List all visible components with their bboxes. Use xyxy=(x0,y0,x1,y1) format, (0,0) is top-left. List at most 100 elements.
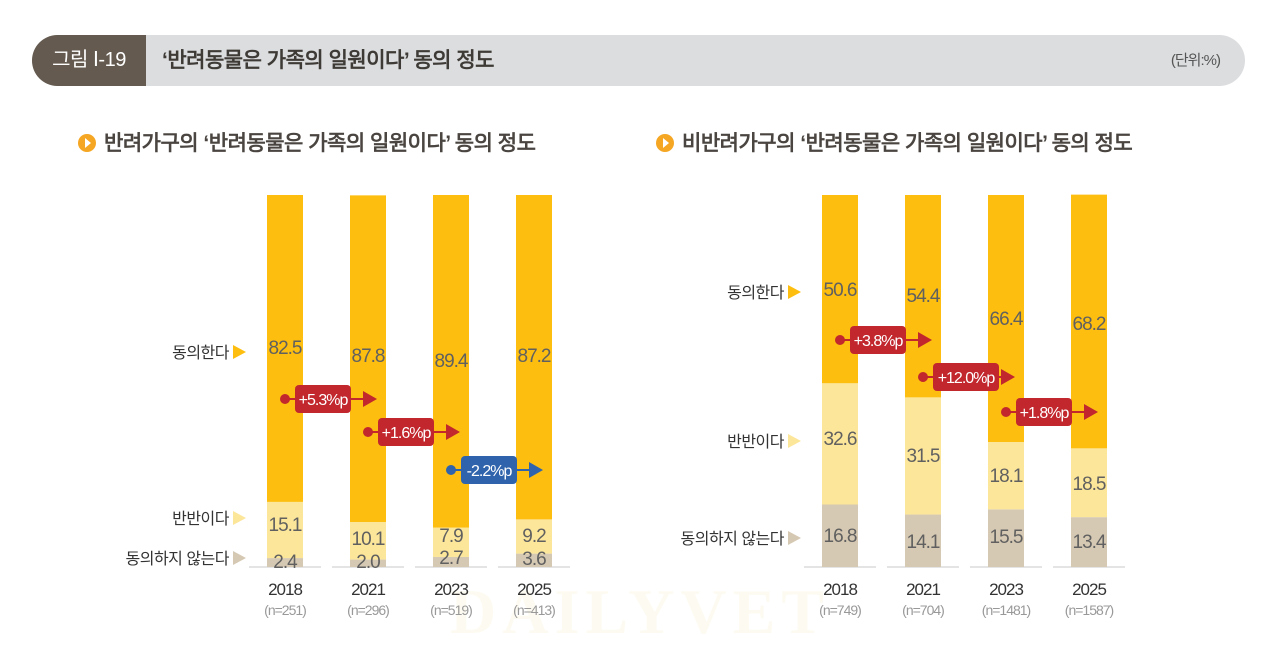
data-label-agree: 66.4 xyxy=(990,309,1024,330)
x-tick-label: 2018 xyxy=(268,580,302,599)
data-label-disagree: 2.4 xyxy=(273,552,298,573)
data-label-neutral: 15.1 xyxy=(269,515,302,536)
unit-label: (단위:%) xyxy=(1170,52,1221,69)
right-chart-title: 비반려가구의 ‘반려동물은 가족의 일원이다’ 동의 정도 xyxy=(656,128,1133,160)
figure-header-bar xyxy=(32,35,1245,86)
data-label-agree: 89.4 xyxy=(435,351,469,372)
change-start-dot-icon xyxy=(918,372,928,382)
sample-size-label: (n=704) xyxy=(902,602,944,618)
change-badge-label: -2.2%p xyxy=(467,463,513,480)
legend-marker-neutral-icon xyxy=(233,511,246,525)
bar-segment-neutral xyxy=(905,397,941,515)
legend-label-disagree: 동의하지 않는다 xyxy=(681,530,785,548)
bar-segment-neutral xyxy=(267,501,303,559)
change-badge xyxy=(933,363,999,391)
bar-segment-disagree xyxy=(988,509,1024,567)
data-label-agree: 50.6 xyxy=(824,280,857,301)
right-chart xyxy=(788,194,1125,568)
x-tick-label: 2023 xyxy=(989,580,1023,599)
figure-number-badge: 그림 Ⅰ-19 xyxy=(32,35,146,86)
data-label-disagree: 15.5 xyxy=(990,527,1023,548)
legend-label-agree: 동의한다 xyxy=(727,284,785,302)
legend-marker-agree-icon xyxy=(788,285,801,299)
change-arrowhead-icon xyxy=(363,391,377,407)
sample-size-label: (n=1587) xyxy=(1065,602,1114,618)
change-start-dot-icon xyxy=(363,427,373,437)
bar-segment-neutral xyxy=(1071,448,1107,518)
legend-label-neutral: 반반이다 xyxy=(727,433,785,451)
sample-size-label: (n=251) xyxy=(264,602,306,618)
data-label-agree: 87.8 xyxy=(352,346,385,367)
legend-marker-disagree-icon xyxy=(788,531,801,545)
legend-marker-disagree-icon xyxy=(233,551,246,565)
data-label-neutral: 9.2 xyxy=(522,526,546,547)
change-badge xyxy=(378,418,434,446)
legend-label-neutral: 반반이다 xyxy=(172,510,230,528)
left-chart-title: 반려가구의 ‘반려동물은 가족의 일원이다’ 동의 정도 xyxy=(78,128,536,160)
change-badge xyxy=(461,456,517,484)
data-label-agree: 54.4 xyxy=(907,286,941,307)
data-label-neutral: 10.1 xyxy=(352,529,385,550)
bar-segment-agree xyxy=(1071,194,1107,449)
data-label-neutral: 18.5 xyxy=(1073,474,1106,495)
data-label-agree: 82.5 xyxy=(269,338,302,359)
change-start-dot-icon xyxy=(446,465,456,475)
change-arrowhead-icon xyxy=(1084,404,1098,420)
sample-size-label: (n=519) xyxy=(430,602,472,618)
data-label-disagree: 2.7 xyxy=(439,548,463,569)
data-label-disagree: 14.1 xyxy=(907,532,940,553)
left-chart-title-text: 반려가구의 ‘반려동물은 가족의 일원이다’ 동의 정도 xyxy=(104,132,536,155)
sample-size-label: (n=749) xyxy=(819,602,861,618)
x-tick-label: 2025 xyxy=(1072,580,1106,599)
x-tick-label: 2021 xyxy=(906,580,940,599)
legend-label-disagree: 동의하지 않는다 xyxy=(126,550,230,568)
data-label-neutral: 7.9 xyxy=(439,526,463,547)
bar-segment-disagree xyxy=(822,504,858,567)
change-start-dot-icon xyxy=(280,394,290,404)
change-badge xyxy=(295,385,351,413)
right-chart-title-text: 비반려가구의 ‘반려동물은 가족의 일원이다’ 동의 정도 xyxy=(682,132,1133,155)
bar-segment-disagree xyxy=(1071,517,1107,567)
bar-segment-neutral xyxy=(822,383,858,505)
bar-segment-disagree xyxy=(516,553,552,567)
x-tick-label: 2018 xyxy=(823,580,857,599)
sample-size-label: (n=1481) xyxy=(982,602,1031,618)
x-tick-label: 2023 xyxy=(434,580,468,599)
change-badge xyxy=(850,326,906,354)
change-start-dot-icon xyxy=(835,335,845,345)
data-label-agree: 68.2 xyxy=(1073,314,1106,335)
sample-size-label: (n=413) xyxy=(513,602,555,618)
change-arrowhead-icon xyxy=(1001,369,1015,385)
legend-label-agree: 동의한다 xyxy=(172,344,230,362)
data-label-agree: 87.2 xyxy=(518,346,551,367)
bar-segment-neutral xyxy=(988,442,1024,510)
bar-segment-agree xyxy=(350,195,386,522)
legend-marker-neutral-icon xyxy=(788,434,801,448)
change-badge-label: +1.8%p xyxy=(1020,405,1070,422)
change-arrowhead-icon xyxy=(918,332,932,348)
bar-segment-neutral xyxy=(516,519,552,554)
bar-segment-disagree xyxy=(433,556,469,567)
legend-marker-agree-icon xyxy=(233,345,246,359)
play-bullet-icon xyxy=(656,134,674,152)
sample-size-label: (n=296) xyxy=(347,602,389,618)
change-start-dot-icon xyxy=(1001,407,1011,417)
change-badge-label: +5.3%p xyxy=(299,392,349,409)
data-label-disagree: 3.6 xyxy=(522,549,546,570)
left-chart xyxy=(233,195,570,568)
change-badge-label: +3.8%p xyxy=(854,333,904,350)
bar-segment-neutral xyxy=(433,527,469,557)
change-arrowhead-icon xyxy=(446,424,460,440)
bar-segment-disagree xyxy=(267,558,303,567)
x-tick-label: 2021 xyxy=(351,580,385,599)
change-badge-label: +12.0%p xyxy=(938,370,996,387)
data-label-disagree: 13.4 xyxy=(1073,532,1107,553)
x-tick-label: 2025 xyxy=(517,580,551,599)
data-label-neutral: 18.1 xyxy=(990,466,1023,487)
figure-title: ‘반려동물은 가족의 일원이다’ 동의 정도 xyxy=(162,49,494,72)
change-badge-label: +1.6%p xyxy=(382,425,432,442)
data-label-disagree: 16.8 xyxy=(824,526,857,547)
bar-segment-agree xyxy=(267,195,303,502)
data-label-neutral: 32.6 xyxy=(824,429,857,450)
